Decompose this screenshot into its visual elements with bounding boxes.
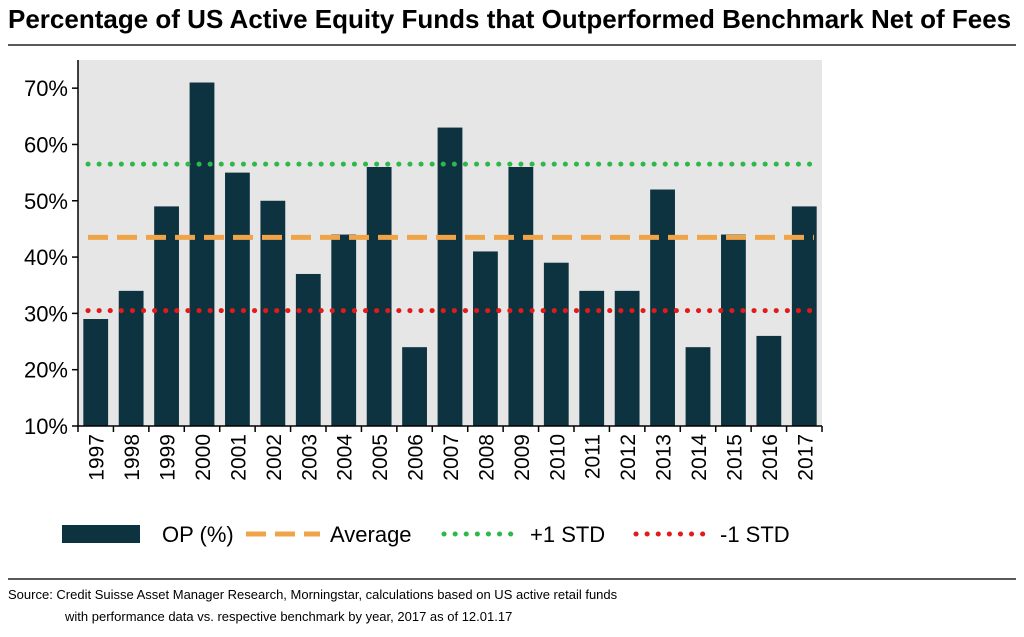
x-tick-label: 2001 bbox=[227, 434, 250, 481]
source-note: Source: Credit Suisse Asset Manager Rese… bbox=[8, 584, 617, 628]
bar bbox=[721, 234, 746, 426]
source-rule bbox=[8, 578, 1016, 580]
y-tick-label: 50% bbox=[24, 189, 68, 214]
bar bbox=[473, 251, 498, 426]
x-tick-label: 2009 bbox=[511, 434, 534, 481]
x-tick-label: 2000 bbox=[192, 434, 215, 481]
x-tick-label: 2006 bbox=[405, 434, 428, 481]
bar bbox=[118, 290, 144, 426]
x-tick-label: 2003 bbox=[298, 434, 321, 481]
legend-label: +1 STD bbox=[530, 522, 605, 547]
bar bbox=[260, 200, 286, 426]
bar bbox=[366, 166, 392, 426]
bar bbox=[791, 206, 817, 426]
bar bbox=[83, 319, 109, 426]
x-tick-label: 2014 bbox=[688, 434, 711, 481]
legend-swatch-bar bbox=[62, 525, 140, 543]
bar bbox=[579, 290, 605, 426]
bar bbox=[614, 290, 640, 426]
legend: OP (%) Average +1 STD -1 STD bbox=[62, 522, 790, 547]
x-axis: 1997 1998 1999 2000 2001 2002 2003 2004 2005 2006… bbox=[77, 426, 823, 481]
x-tick-label: 2004 bbox=[334, 434, 357, 481]
legend-label: -1 STD bbox=[720, 522, 790, 547]
y-tick-label: 20% bbox=[24, 358, 68, 383]
source-line-2: with performance data vs. respective ben… bbox=[65, 609, 513, 624]
x-tick-label: 2017 bbox=[794, 434, 817, 481]
y-tick-label: 40% bbox=[24, 245, 68, 270]
title-rule bbox=[8, 44, 1016, 46]
x-tick-label: 2012 bbox=[617, 434, 640, 481]
bar bbox=[685, 347, 711, 426]
bar bbox=[402, 347, 427, 426]
source-line-1: Source: Credit Suisse Asset Manager Rese… bbox=[8, 587, 618, 602]
x-tick-label: 2011 bbox=[582, 434, 605, 479]
bar bbox=[295, 273, 321, 426]
bar-chart: 10% 20% 30% 40% 50% 60% 70% 1997 1998 1999 2000 20… bbox=[24, 60, 823, 547]
x-tick-label: 2013 bbox=[653, 434, 676, 481]
bar bbox=[154, 206, 179, 426]
x-tick-label: 2007 bbox=[440, 434, 463, 481]
x-tick-label: 2010 bbox=[546, 434, 569, 481]
x-tick-label: 2016 bbox=[759, 434, 782, 481]
bar bbox=[650, 189, 675, 426]
x-tick-label: 1998 bbox=[121, 434, 144, 481]
bars bbox=[83, 82, 817, 427]
y-tick-label: 10% bbox=[24, 414, 68, 439]
x-tick-label: 2005 bbox=[369, 434, 392, 481]
bar bbox=[437, 127, 463, 427]
legend-label: OP (%) bbox=[162, 522, 234, 547]
x-tick-label: 1999 bbox=[157, 434, 180, 481]
bar bbox=[225, 172, 250, 426]
x-tick-label: 2015 bbox=[723, 434, 746, 481]
y-tick-label: 60% bbox=[24, 132, 68, 157]
legend-label: Average bbox=[330, 522, 412, 547]
reference-lines bbox=[85, 161, 817, 314]
y-tick-label: 30% bbox=[24, 301, 68, 326]
x-tick-label: 2002 bbox=[263, 434, 286, 481]
x-tick-label: 1997 bbox=[86, 434, 109, 481]
y-tick-label: 70% bbox=[24, 76, 68, 101]
bar bbox=[508, 166, 534, 426]
bar bbox=[543, 262, 569, 426]
bar bbox=[756, 335, 782, 426]
bar bbox=[189, 82, 215, 427]
bar bbox=[331, 234, 357, 426]
x-tick-label: 2008 bbox=[475, 434, 498, 481]
y-axis: 10% 20% 30% 40% 50% 60% 70% bbox=[24, 76, 78, 439]
chart-title: Percentage of US Active Equity Funds tha… bbox=[8, 4, 1012, 34]
